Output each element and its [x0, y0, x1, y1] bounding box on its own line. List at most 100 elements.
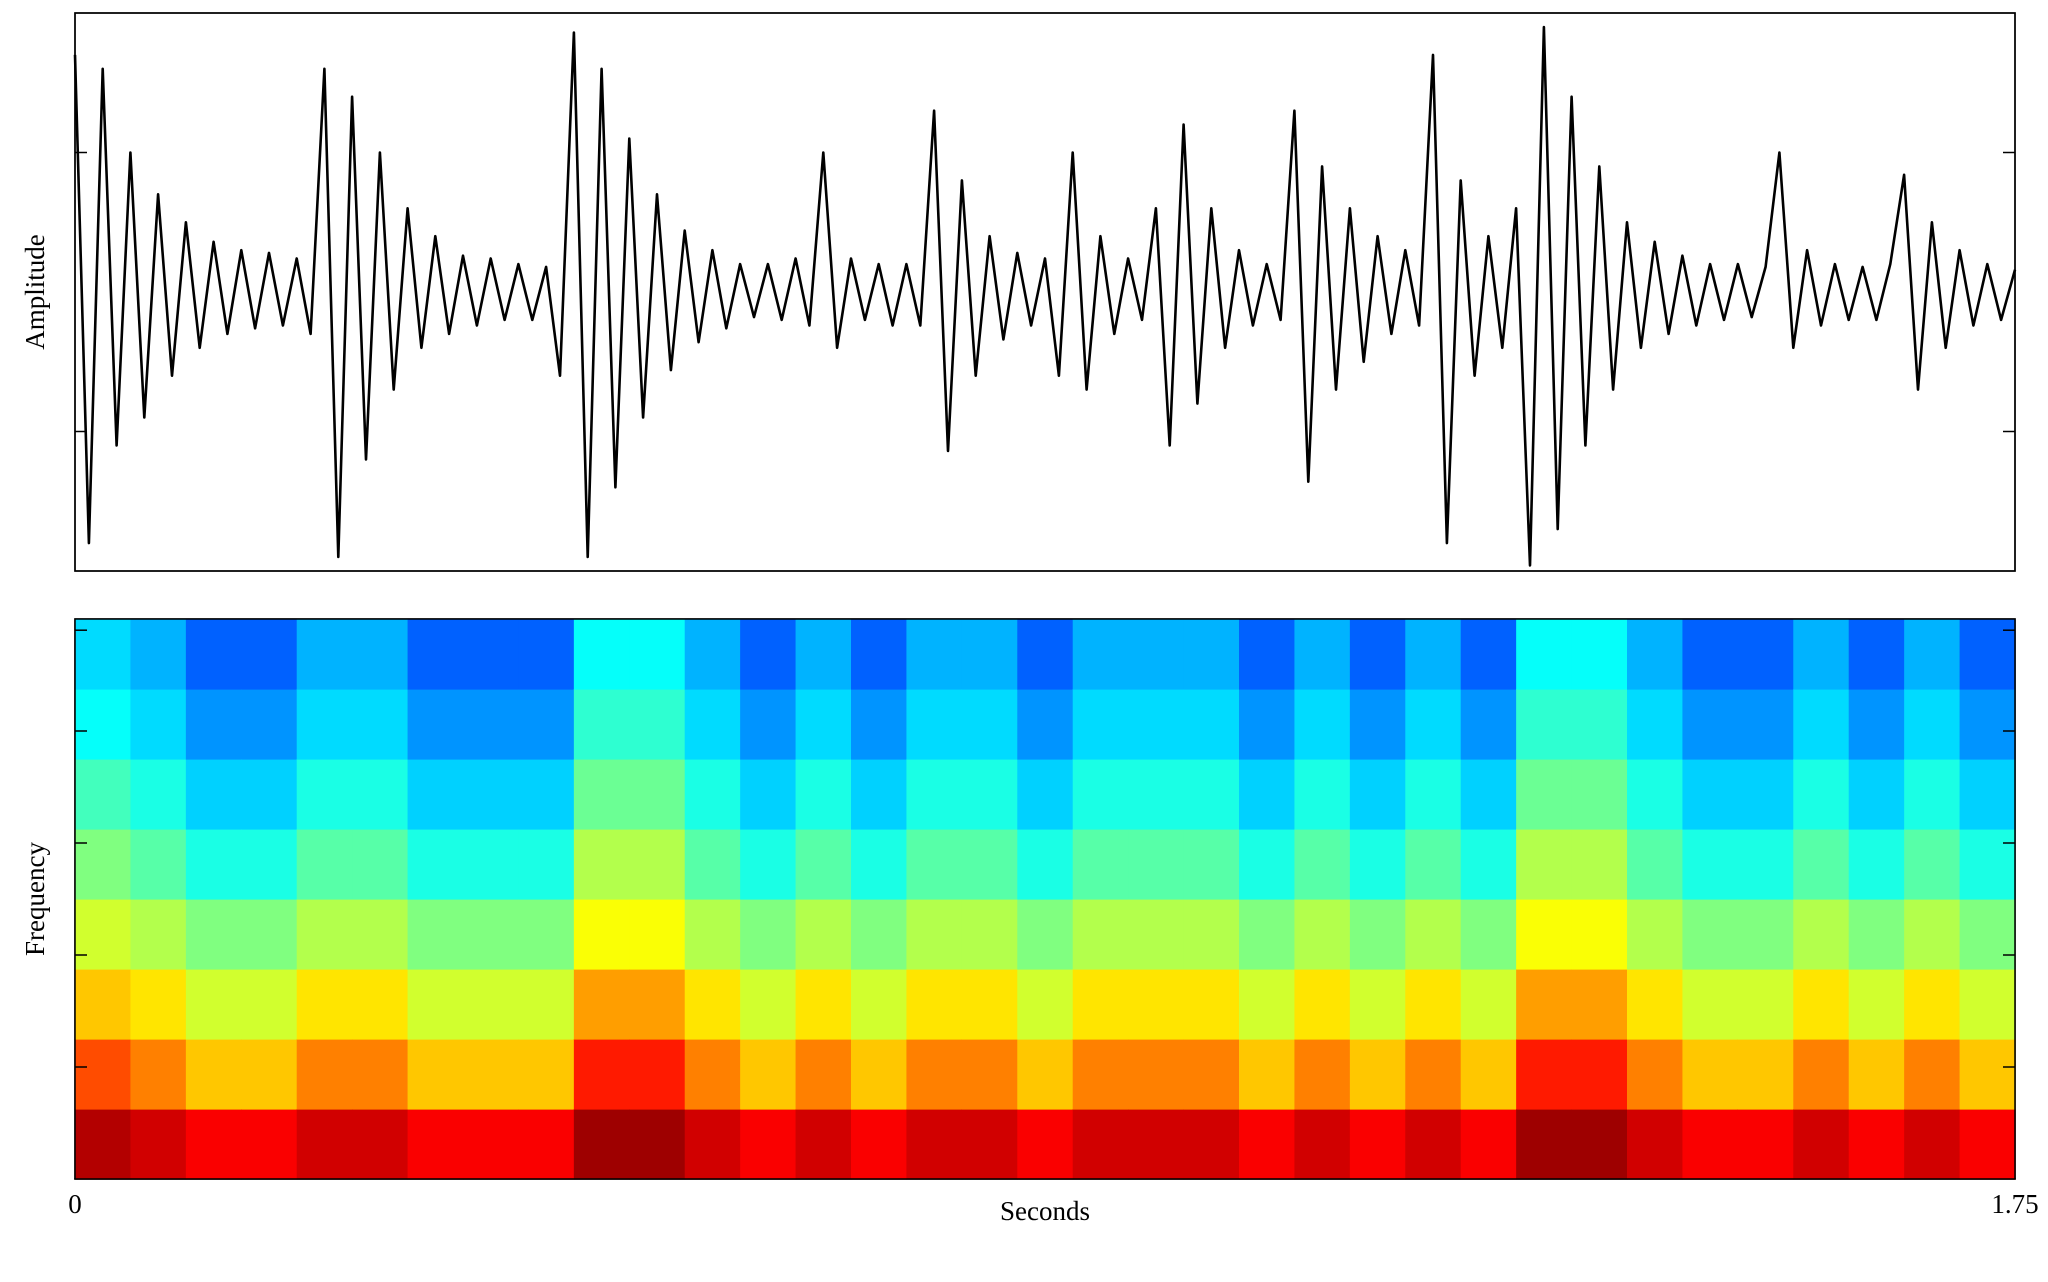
- heatmap-cell: [1904, 1109, 1961, 1180]
- heatmap-cell: [1904, 619, 1961, 690]
- heatmap-cell: [1183, 1039, 1240, 1110]
- heatmap-cell: [1239, 689, 1296, 760]
- heatmap-cell: [1017, 1109, 1074, 1180]
- heatmap-cell: [629, 829, 686, 900]
- heatmap-cell: [241, 829, 298, 900]
- heatmap-cell: [1682, 829, 1739, 900]
- heatmap-cell: [352, 899, 409, 970]
- heatmap-cell: [740, 689, 797, 760]
- heatmap-cell: [1460, 689, 1517, 760]
- heatmap-cell: [1737, 1109, 1794, 1180]
- heatmap-cell: [1904, 689, 1961, 760]
- heatmap-cell: [1239, 1039, 1296, 1110]
- heatmap-cell: [407, 619, 464, 690]
- heatmap-cell: [1128, 969, 1185, 1040]
- heatmap-cell: [795, 759, 852, 830]
- heatmap-cell: [740, 829, 797, 900]
- heatmap-cell: [1349, 899, 1406, 970]
- heatmap-cell: [1682, 899, 1739, 970]
- heatmap-cell: [629, 899, 686, 970]
- heatmap-cell: [241, 899, 298, 970]
- heatmap-cell: [518, 899, 575, 970]
- heatmap-cell: [1239, 899, 1296, 970]
- waveform-frame: [74, 12, 2016, 572]
- heatmap-cell: [629, 1109, 686, 1180]
- heatmap-cell: [1460, 1039, 1517, 1110]
- heatmap-cell: [851, 1039, 908, 1110]
- heatmap-cell: [684, 1039, 741, 1110]
- plot-border: [74, 12, 2016, 572]
- heatmap-cell: [1682, 1109, 1739, 1180]
- heatmap-cell: [75, 969, 132, 1040]
- heatmap-cell: [1571, 619, 1628, 690]
- heatmap-cell: [130, 829, 187, 900]
- heatmap-cell: [296, 619, 353, 690]
- heatmap-cell: [130, 899, 187, 970]
- heatmap-cell: [961, 969, 1018, 1040]
- heatmap-cell: [1571, 689, 1628, 760]
- heatmap-cell: [629, 759, 686, 830]
- heatmap-cell: [740, 969, 797, 1040]
- heatmap-cell: [906, 899, 963, 970]
- heatmap-cell: [1294, 1039, 1351, 1110]
- heatmap-cell: [75, 689, 132, 760]
- heatmap-cell: [1017, 619, 1074, 690]
- heatmap-cell: [573, 829, 630, 900]
- heatmap-cell: [795, 969, 852, 1040]
- x-tick-label: 0: [68, 1189, 82, 1219]
- heatmap-cell: [241, 1109, 298, 1180]
- heatmap-cell: [684, 1109, 741, 1180]
- heatmap-cell: [185, 689, 242, 760]
- waveform: [73, 25, 2017, 567]
- heatmap-cell: [518, 829, 575, 900]
- heatmap-cell: [961, 1039, 1018, 1110]
- heatmap-cell: [518, 689, 575, 760]
- heatmap-cell: [352, 969, 409, 1040]
- heatmap-cell: [1516, 829, 1573, 900]
- heatmap-cell: [1294, 619, 1351, 690]
- heatmap-cell: [1627, 1039, 1684, 1110]
- heatmap-cell: [573, 689, 630, 760]
- heatmap-cell: [1460, 759, 1517, 830]
- heatmap-cell: [1128, 619, 1185, 690]
- heatmap-cell: [518, 759, 575, 830]
- heatmap-cell: [906, 829, 963, 900]
- heatmap-cell: [1571, 829, 1628, 900]
- heatmap-cell: [1349, 759, 1406, 830]
- heatmap-cell: [463, 969, 520, 1040]
- heatmap-cell: [1405, 969, 1462, 1040]
- heatmap-cell: [795, 689, 852, 760]
- heatmap-cell: [1571, 1109, 1628, 1180]
- heatmap-cell: [1460, 619, 1517, 690]
- heatmap-cell: [407, 899, 464, 970]
- heatmap-cell: [961, 759, 1018, 830]
- heatmap-cell: [740, 899, 797, 970]
- heatmap-cell: [1627, 619, 1684, 690]
- heatmap-cell: [296, 899, 353, 970]
- heatmap-cell: [573, 1039, 630, 1110]
- heatmap-cell: [684, 829, 741, 900]
- heatmap-cell: [1460, 899, 1517, 970]
- heatmap-cell: [906, 689, 963, 760]
- heatmap-cell: [795, 619, 852, 690]
- heatmap-cell: [573, 1109, 630, 1180]
- heatmap-cell: [518, 619, 575, 690]
- heatmap-cell: [1959, 899, 2016, 970]
- heatmap-cell: [906, 1109, 963, 1180]
- heatmap-cell: [463, 1039, 520, 1110]
- x-axis-label: Seconds: [1000, 1196, 1090, 1226]
- heatmap-cell: [75, 899, 132, 970]
- heatmap-cell: [296, 759, 353, 830]
- heatmap-cell: [407, 759, 464, 830]
- heatmap-cell: [1848, 1039, 1905, 1110]
- heatmap-cell: [1183, 969, 1240, 1040]
- heatmap-cell: [1848, 829, 1905, 900]
- heatmap-cell: [75, 829, 132, 900]
- heatmap-cell: [573, 759, 630, 830]
- heatmap-cell: [1848, 759, 1905, 830]
- heatmap-cell: [1017, 829, 1074, 900]
- heatmap-cell: [296, 969, 353, 1040]
- heatmap-cell: [1072, 899, 1129, 970]
- heatmap-cell: [1737, 969, 1794, 1040]
